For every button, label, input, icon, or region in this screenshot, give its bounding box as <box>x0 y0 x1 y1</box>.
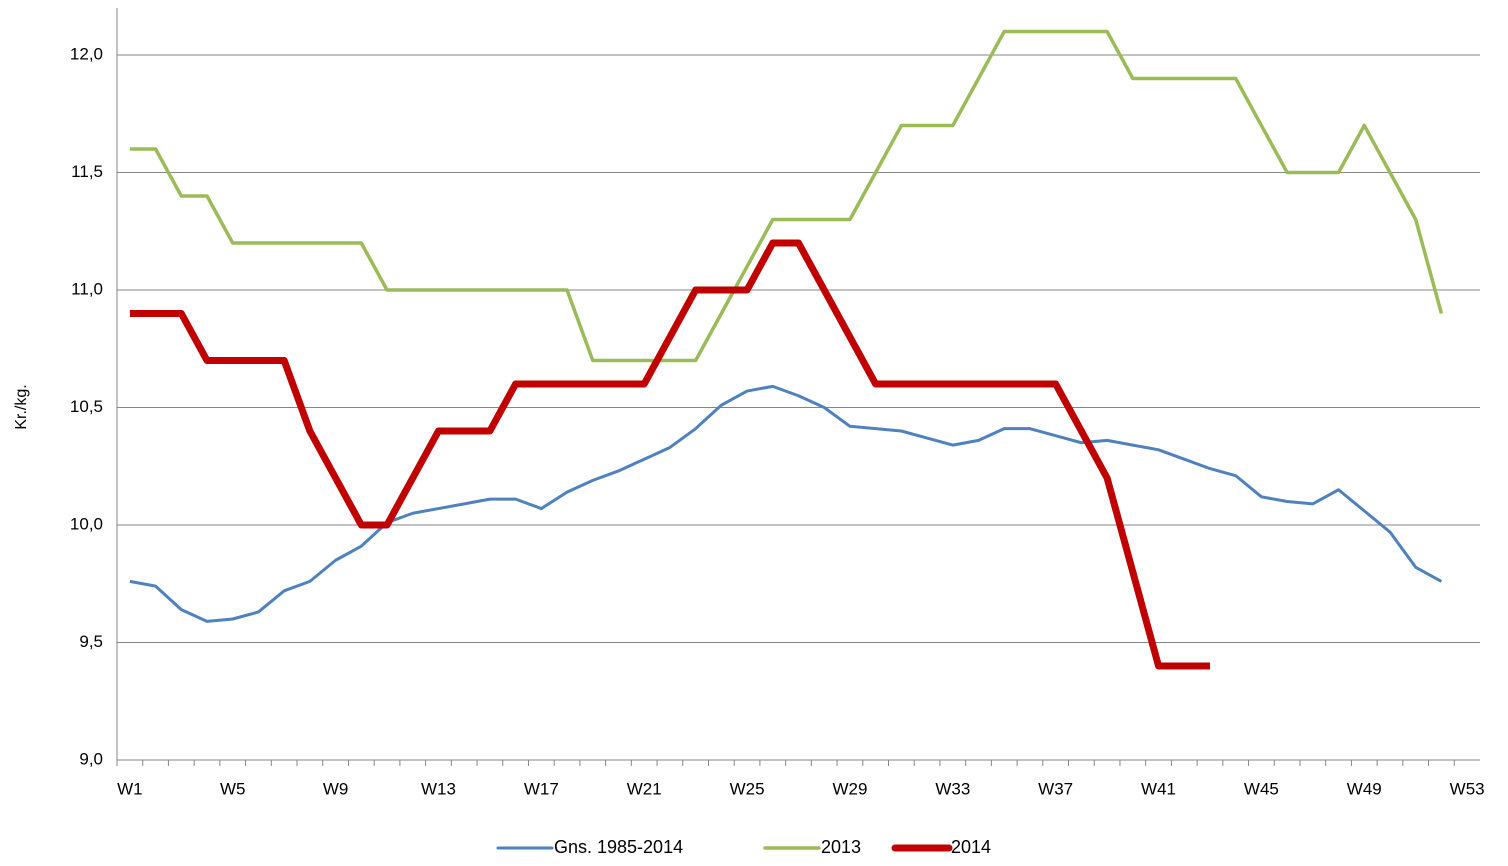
x-tick-label: W33 <box>935 779 970 798</box>
x-tick-label: W53 <box>1450 779 1485 798</box>
x-tick-label: W49 <box>1347 779 1382 798</box>
y-tick-label: 12,0 <box>70 44 103 63</box>
legend-label: Gns. 1985-2014 <box>554 837 683 857</box>
x-tick-label: W9 <box>323 779 349 798</box>
y-tick-label: 11,5 <box>71 162 103 181</box>
series-line <box>129 239 1210 670</box>
y-axis-label: Kr./kg. <box>13 384 30 429</box>
x-tick-label: W5 <box>220 779 246 798</box>
series-line <box>129 384 1443 623</box>
y-tick-label: 9,0 <box>79 749 103 768</box>
x-tick-label: W29 <box>832 779 867 798</box>
legend-label: 2014 <box>951 837 991 857</box>
y-tick-label: 10,5 <box>70 397 103 416</box>
x-tick-label: W25 <box>730 779 765 798</box>
series-line <box>129 29 1444 363</box>
x-tick-label: W17 <box>524 779 559 798</box>
y-tick-label: 11,0 <box>71 279 103 298</box>
x-tick-label: W13 <box>421 779 456 798</box>
x-tick-label: W37 <box>1038 779 1073 798</box>
x-tick-label: W41 <box>1141 779 1176 798</box>
x-tick-label: W21 <box>627 779 662 798</box>
legend-label: 2013 <box>821 837 861 857</box>
y-tick-label: 10,0 <box>70 514 103 533</box>
y-tick-label: 9,5 <box>79 632 103 651</box>
x-tick-label: W1 <box>117 779 143 798</box>
x-tick-label: W45 <box>1244 779 1279 798</box>
